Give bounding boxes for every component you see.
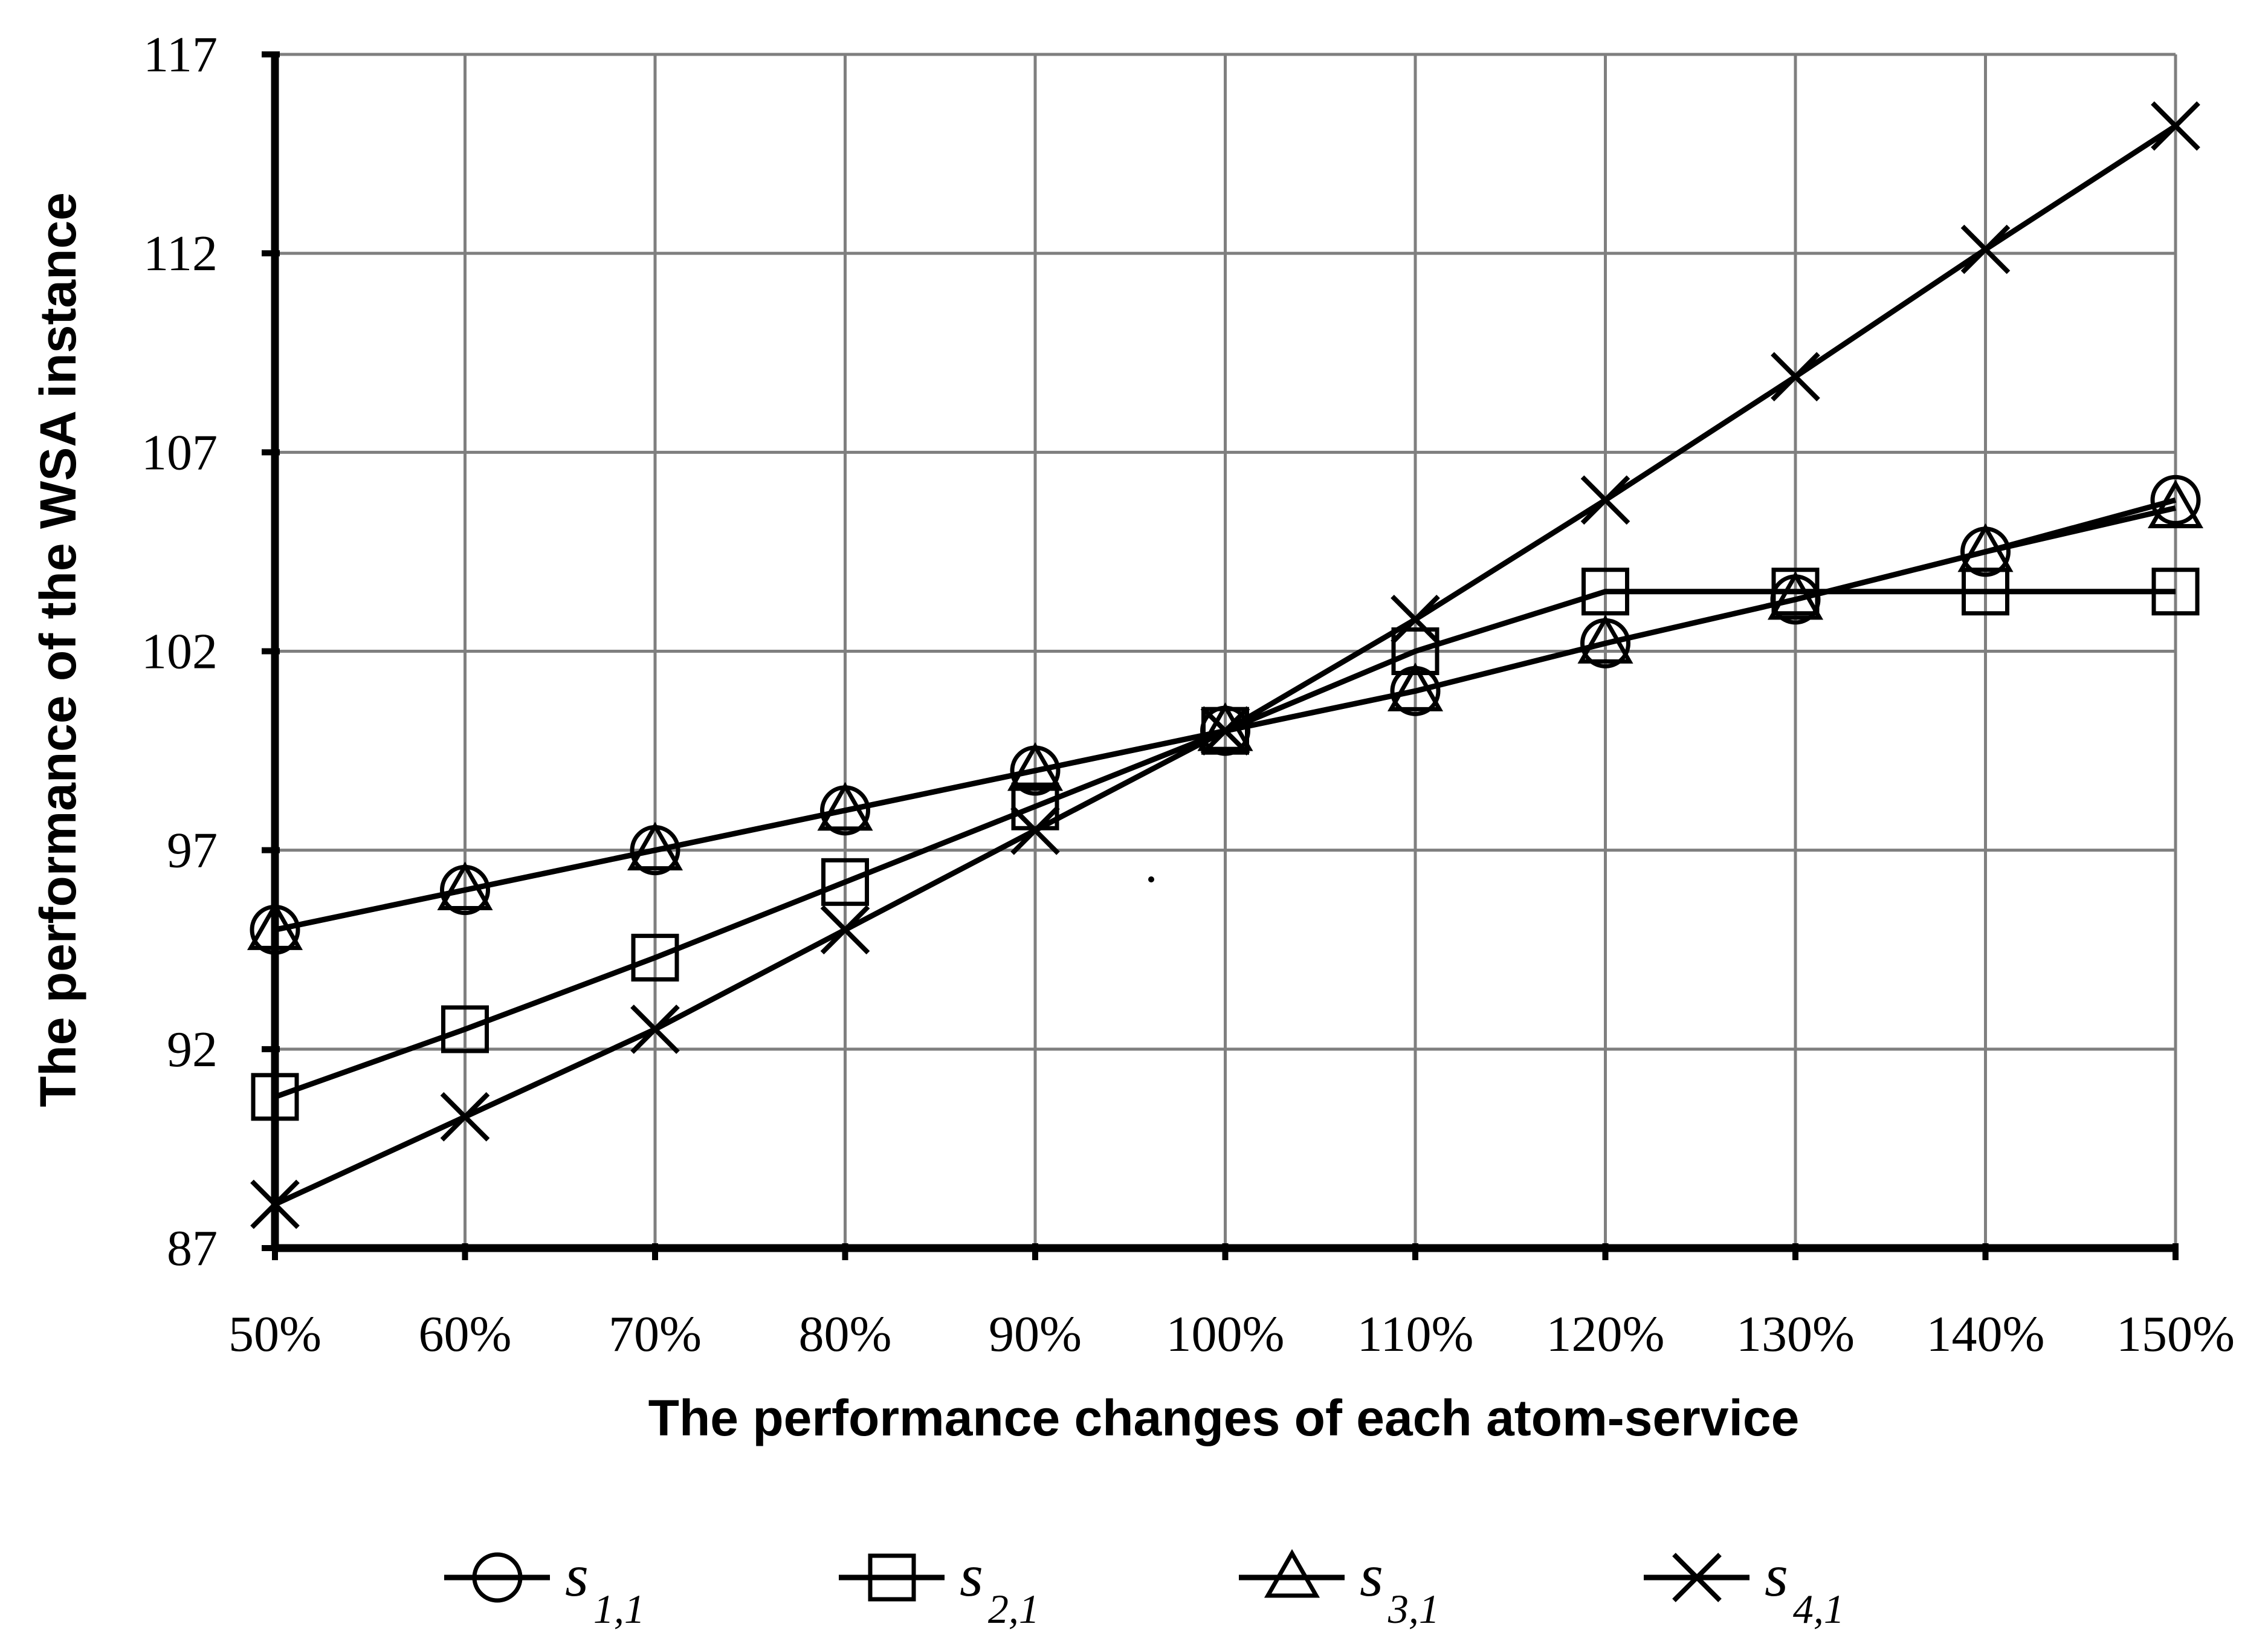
legend-item-square: s 2,1 xyxy=(839,1542,1039,1632)
x-tick-label: 90% xyxy=(989,1306,1082,1362)
data-point-square xyxy=(251,1073,299,1121)
data-point-x xyxy=(2151,101,2200,151)
x-axis-title: The performance changes of each atom-ser… xyxy=(648,1390,1800,1446)
x-tick-label: 70% xyxy=(609,1306,702,1362)
data-point-x xyxy=(1672,1553,1722,1602)
data-point-x xyxy=(1010,805,1060,855)
data-point-circle xyxy=(472,1552,523,1603)
x-tick-label: 100% xyxy=(1166,1306,1285,1362)
data-point-x xyxy=(820,905,870,955)
data-point-triangle xyxy=(627,821,683,871)
legend-subscript: 3,1 xyxy=(1388,1586,1439,1632)
tick-labels: 87 92 97 102 107 112 117 50% 60% 70% 80% 90% 100% 110… xyxy=(141,27,2235,1362)
y-tick-label: 117 xyxy=(143,27,218,83)
legend: s 1,1 s 2,1 s 3,1 s 4,1 xyxy=(444,1542,1844,1632)
y-tick-label: 102 xyxy=(141,624,218,680)
data-point-triangle xyxy=(247,901,303,950)
legend-label: s 4,1 xyxy=(1765,1542,1844,1632)
data-point-triangle xyxy=(437,861,493,910)
data-point-square xyxy=(821,858,869,906)
legend-subscript: 1,1 xyxy=(593,1586,645,1632)
x-tick-label: 50% xyxy=(228,1306,321,1362)
data-point-x xyxy=(1580,475,1630,525)
data-point-x xyxy=(440,1092,490,1142)
data-point-triangle xyxy=(2147,479,2204,528)
data-point-x xyxy=(1960,224,2011,274)
data-point-square xyxy=(441,1005,489,1053)
y-tick-label: 87 xyxy=(167,1220,218,1277)
data-point-x xyxy=(1200,706,1250,756)
x-tick-label: 140% xyxy=(1927,1306,2045,1362)
x-tick-label: 130% xyxy=(1736,1306,1855,1362)
data-point-square xyxy=(868,1553,916,1602)
legend-subscript: 2,1 xyxy=(988,1586,1039,1632)
stray-dot xyxy=(1148,876,1154,882)
data-point-x xyxy=(1771,352,1820,402)
x-tick-label: 110% xyxy=(1357,1306,1474,1362)
data-point-square xyxy=(1581,568,1629,616)
data-point-x xyxy=(250,1179,300,1229)
data-point-triangle xyxy=(1007,742,1064,791)
x-tick-label: 80% xyxy=(799,1306,892,1362)
x-tick-label: 150% xyxy=(2116,1306,2235,1362)
legend-label: s 1,1 xyxy=(565,1542,645,1632)
data-point-circle xyxy=(2150,474,2201,525)
data-point-square xyxy=(631,933,679,982)
y-tick-label: 92 xyxy=(167,1021,218,1078)
y-tick-label: 112 xyxy=(143,225,218,282)
data-point-x xyxy=(1391,595,1440,644)
legend-item-circle: s 1,1 xyxy=(444,1542,645,1632)
legend-item-triangle: s 3,1 xyxy=(1239,1542,1439,1632)
legend-item-x: s 4,1 xyxy=(1644,1542,1844,1632)
data-point-x xyxy=(630,1005,680,1054)
data-point-square xyxy=(1391,627,1439,675)
y-tick-label: 107 xyxy=(141,424,218,481)
legend-subscript: 4,1 xyxy=(1793,1586,1844,1632)
y-tick-label: 97 xyxy=(167,823,218,879)
data-point-triangle xyxy=(1577,615,1633,664)
data-series xyxy=(247,101,2204,1229)
data-point-triangle xyxy=(817,781,873,831)
data-point-triangle xyxy=(1197,702,1253,751)
x-tick-label: 120% xyxy=(1546,1306,1665,1362)
legend-label: s 2,1 xyxy=(960,1542,1039,1632)
x-tick-label: 60% xyxy=(419,1306,512,1362)
data-point-triangle xyxy=(1767,571,1824,620)
data-point-triangle xyxy=(1264,1548,1320,1598)
y-axis-title: The performance of the WSA instance xyxy=(30,192,86,1107)
data-point-triangle xyxy=(1957,523,2014,572)
data-point-triangle xyxy=(1387,662,1444,711)
data-point-square xyxy=(2151,568,2200,616)
series-x xyxy=(250,101,2200,1229)
axes xyxy=(262,51,2179,1260)
grid-lines xyxy=(275,53,2177,1248)
legend-label: s 3,1 xyxy=(1360,1542,1439,1632)
